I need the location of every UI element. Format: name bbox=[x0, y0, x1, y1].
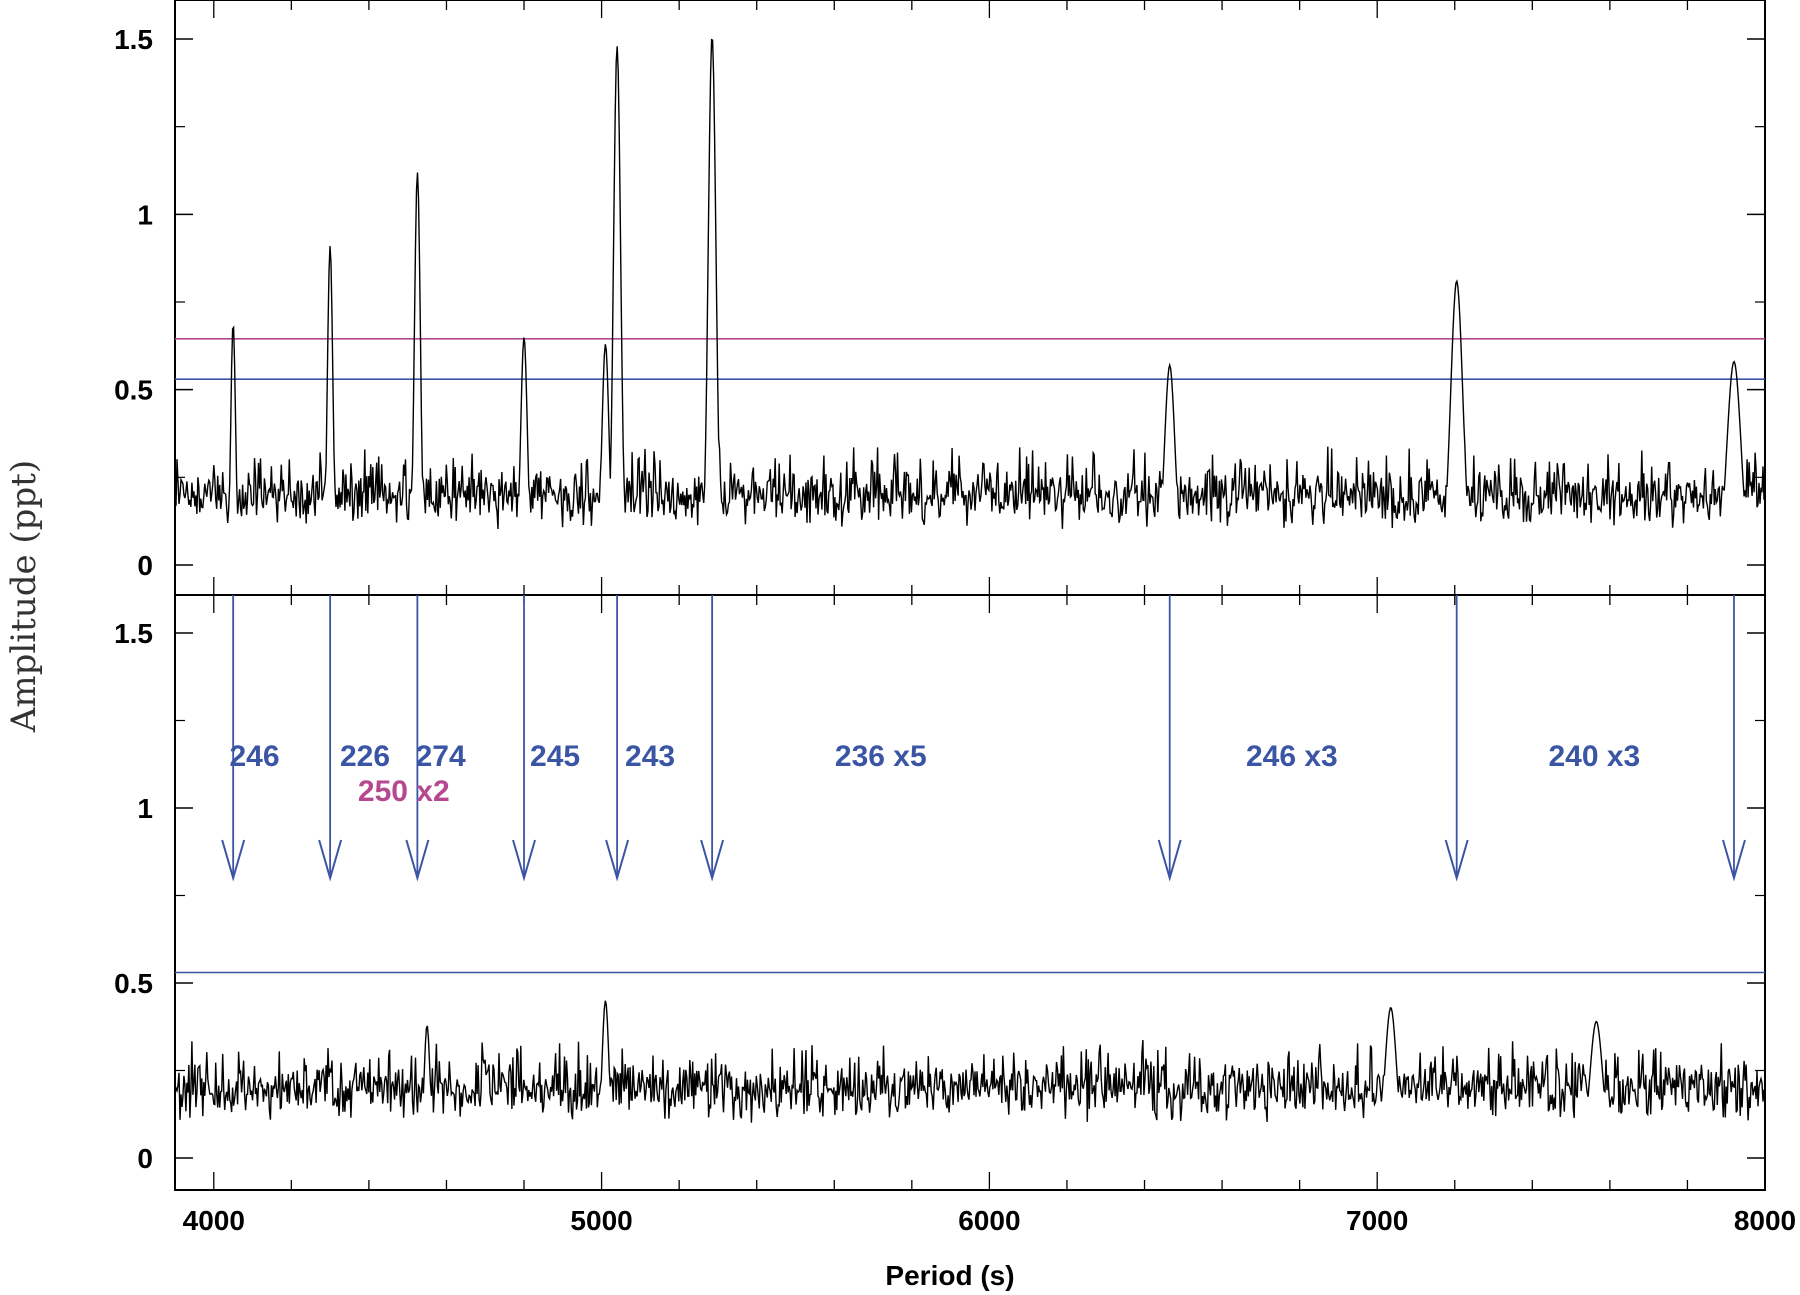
annotation-label: 245 bbox=[530, 740, 580, 773]
peak-arrows bbox=[221, 595, 1746, 882]
annotation-label: 240 x3 bbox=[1548, 740, 1640, 773]
annotation-label: 236 x5 bbox=[835, 740, 927, 773]
y-tick-label: 1.5 bbox=[114, 24, 153, 55]
x-tick-label: 4000 bbox=[183, 1205, 245, 1236]
y-tick-label: 0 bbox=[137, 550, 153, 581]
peak-arrow-head bbox=[1722, 839, 1746, 882]
annotation-label: 246 x3 bbox=[1246, 740, 1338, 773]
y-axis-label: Amplitude (ppt) bbox=[4, 460, 44, 733]
bottom-amplitude-trace bbox=[174, 1000, 1766, 1123]
x-tick-label: 5000 bbox=[570, 1205, 632, 1236]
threshold-lines bbox=[175, 338, 1765, 974]
y-tick-label: 0 bbox=[137, 1143, 153, 1174]
peak-arrow-head bbox=[512, 839, 536, 882]
y-tick-label: 1 bbox=[137, 793, 153, 824]
top-amplitude-trace bbox=[174, 38, 1766, 530]
y-tick-label: 0.5 bbox=[114, 375, 153, 406]
y-tick-label: 1.5 bbox=[114, 618, 153, 649]
bottom-panel-frame bbox=[174, 594, 1766, 1191]
annotations: 246 226 274 245 243 236 x5 246 x3 240 x3 250 x2 bbox=[229, 740, 1640, 808]
peak-arrow-head bbox=[1444, 839, 1469, 882]
y-tick-label: 0.5 bbox=[114, 968, 153, 999]
peak-arrow-head bbox=[405, 839, 430, 882]
x-tick-label: 7000 bbox=[1346, 1205, 1408, 1236]
panel-frames bbox=[174, 0, 1766, 1191]
x-tick-label: 6000 bbox=[958, 1205, 1020, 1236]
peak-arrow-head bbox=[1157, 839, 1182, 882]
annotation-label: 246 bbox=[229, 740, 279, 773]
peak-arrow-head bbox=[700, 839, 725, 882]
annotation-label: 243 bbox=[625, 740, 675, 773]
x-tick-label: 8000 bbox=[1734, 1205, 1796, 1236]
annotation-label: 250 x2 bbox=[358, 775, 450, 808]
amplitude-traces bbox=[174, 38, 1766, 1123]
x-axis-label: Period (s) bbox=[885, 1260, 1014, 1291]
peak-arrow-head bbox=[221, 839, 246, 882]
y-tick-label: 1 bbox=[137, 199, 153, 230]
annotation-label: 226 bbox=[340, 740, 390, 773]
peak-arrow-head bbox=[605, 839, 630, 882]
peak-arrow-head bbox=[318, 839, 343, 882]
annotation-label: 274 bbox=[416, 740, 466, 773]
axis-ticks: 0 0.5 1 1.5 0 0.5 1 1.5 4000 5000 6000 7000 8000 bbox=[114, 0, 1796, 1236]
